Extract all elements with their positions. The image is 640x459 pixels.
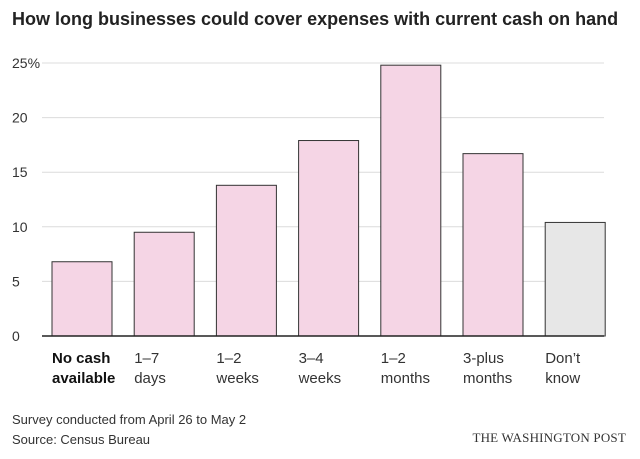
publisher-credit: THE WASHINGTON POST: [472, 430, 626, 445]
x-tick-label: weeks: [298, 370, 342, 387]
y-tick-label: 25%: [12, 55, 40, 71]
x-tick-label: 3-plus: [463, 350, 504, 367]
bar-0: [51, 261, 113, 337]
x-tick-label: days: [134, 370, 166, 387]
label-layer: 0 5 10 15 20 25% No cash available 1–7 days 1–2 wee…: [12, 55, 581, 387]
survey-note: Survey conducted from April 26 to May 2: [12, 412, 247, 427]
y-tick-label: 5: [12, 273, 20, 289]
chart-title: How long businesses could cover expenses…: [12, 9, 619, 29]
bar-6: [544, 221, 606, 337]
bar-3: [298, 140, 360, 337]
bar-1: [133, 231, 195, 337]
x-tick-label: 3–4: [299, 350, 324, 367]
y-tick-label: 20: [12, 110, 28, 126]
x-tick-label: Don’t: [545, 350, 581, 367]
y-tick-label: 15: [12, 164, 28, 180]
chart-footer: Survey conducted from April 26 to May 2 …: [12, 410, 246, 450]
x-tick-label: 1–2: [381, 350, 406, 367]
bar-layer: [42, 64, 606, 337]
bar-2: [215, 184, 277, 337]
x-tick-label: 1–7: [134, 350, 159, 367]
bar-4: [380, 64, 442, 337]
x-tick-label: months: [381, 370, 430, 387]
x-tick-label: No cash: [52, 350, 110, 367]
x-tick-label: months: [463, 370, 512, 387]
source-note: Source: Census Bureau: [12, 432, 151, 447]
x-tick-label: weeks: [215, 370, 259, 387]
y-tick-label: 10: [12, 219, 28, 235]
bar-5: [462, 153, 524, 337]
y-tick-label: 0: [12, 328, 20, 344]
x-tick-label: 1–2: [216, 350, 241, 367]
x-tick-label: available: [52, 370, 115, 387]
x-tick-label: know: [545, 370, 580, 387]
